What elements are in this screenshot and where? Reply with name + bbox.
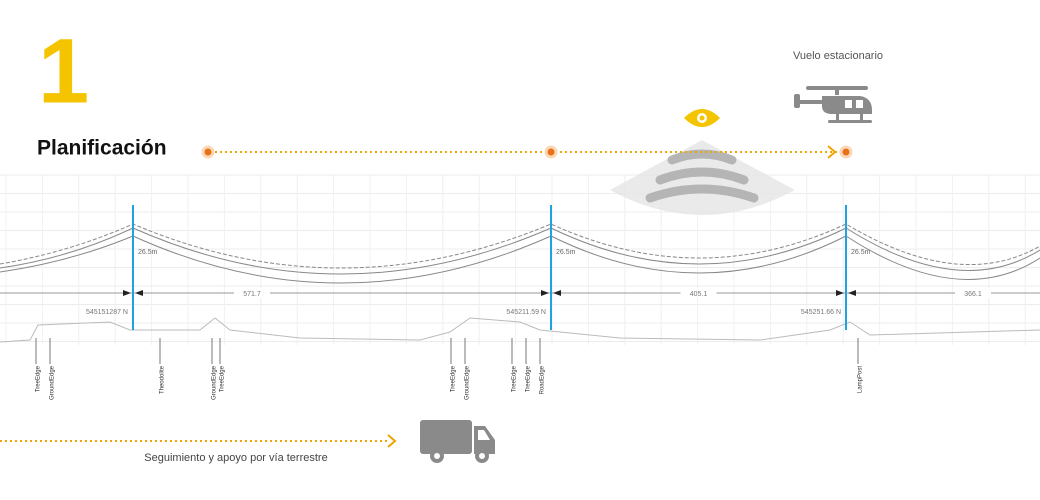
feature-label: GroundEdge: [212, 365, 218, 400]
eye-icon: [684, 109, 720, 127]
feature-labels: TreeEdge GroundEdge Theodolite GroundEdge Tr…: [36, 338, 864, 400]
feature-label: GroundEdge: [465, 365, 471, 400]
profile-grid: [0, 174, 1040, 345]
step-number: 1: [38, 20, 89, 122]
feature-label: TreeEdge: [220, 365, 226, 392]
feature-label: TreeEdge: [526, 365, 532, 392]
feature-label: TreeEdge: [36, 365, 42, 392]
flight-arrow: [827, 145, 837, 159]
hover-label: Vuelo estacionario: [793, 50, 883, 62]
dim-arrow: [836, 290, 856, 296]
tower-coord: 545151287 N: [86, 309, 128, 316]
span-label-bg: [234, 288, 270, 298]
tower-coord: 545211.59 N: [506, 309, 546, 316]
span-label: 366.1: [964, 291, 982, 298]
tower-height: 26.5m: [556, 249, 576, 256]
span-label: 571.7: [243, 291, 261, 298]
feature-label: LampPost: [858, 366, 864, 393]
helicopter-icon: [794, 86, 872, 123]
tower-height: 26.5m: [138, 249, 158, 256]
step-title: Planificación: [37, 137, 167, 160]
ground-arrow: [387, 434, 397, 448]
dim-arrow: [541, 290, 561, 296]
ground-label: Seguimiento y apoyo por vía terrestre: [144, 452, 327, 464]
beam-waves: [645, 149, 759, 203]
dim-arrow: [123, 290, 143, 296]
truck-icon: [420, 420, 495, 463]
ground-profile: [0, 317, 1040, 343]
tower-height: 26.5m: [851, 249, 871, 256]
feature-label: Theodolite: [160, 365, 166, 394]
waypoints: [201, 145, 853, 159]
feature-label: TreeEdge: [451, 365, 457, 392]
feature-label: RoadEdge: [540, 365, 546, 394]
feature-label: GroundEdge: [50, 365, 56, 400]
span-label: 405.1: [690, 291, 708, 298]
span-label-bg: [955, 288, 991, 298]
tower-coord: 545251.66 N: [801, 309, 841, 316]
feature-label: TreeEdge: [512, 365, 518, 392]
span-label-bg: [680, 288, 717, 298]
towers: 26.5m 545151287 N 26.5m 545211.59 N 26.5m 545…: [86, 205, 991, 330]
